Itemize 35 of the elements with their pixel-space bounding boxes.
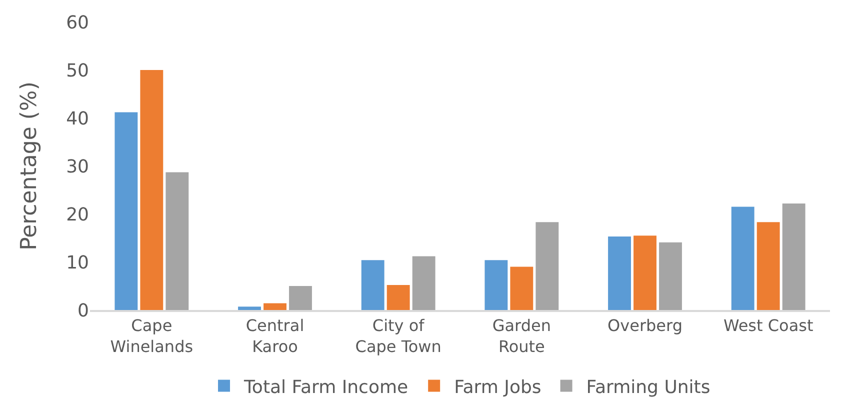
bar — [361, 260, 384, 310]
bar — [289, 286, 312, 310]
bar — [166, 172, 189, 310]
x-tick-label: Overberg — [608, 316, 682, 336]
bar — [756, 222, 780, 310]
y-tick-label: 60 — [66, 12, 89, 34]
bar — [114, 112, 138, 310]
y-tick-label: 40 — [66, 108, 89, 130]
y-tick-label: 0 — [78, 300, 89, 322]
x-tick-label: West Coast — [723, 316, 814, 336]
bar — [484, 260, 508, 310]
y-tick-label: 10 — [66, 252, 89, 274]
x-tick-label: City of Cape Town — [355, 316, 442, 356]
x-tick-label: Garden Route — [492, 316, 551, 356]
x-tick-label: Cape Winelands — [110, 316, 194, 356]
bar — [659, 242, 682, 310]
bar — [238, 306, 261, 310]
bar — [782, 203, 806, 310]
legend-label: Farm Jobs — [454, 376, 542, 398]
y-tick-label: 20 — [66, 204, 89, 226]
bar — [412, 256, 436, 310]
bar — [536, 222, 559, 310]
bar — [264, 303, 286, 310]
y-axis-title: Percentage (%) — [17, 82, 42, 250]
bar — [140, 70, 164, 310]
y-tick-label: 50 — [66, 60, 89, 82]
legend-label: Total Farm Income — [243, 376, 408, 398]
bar — [634, 236, 656, 310]
y-tick-label: 30 — [66, 156, 89, 178]
x-tick-label: Central Karoo — [246, 316, 304, 356]
legend-label: Farming Units — [586, 376, 710, 398]
bar — [386, 285, 410, 310]
bar — [731, 206, 754, 310]
bar — [608, 236, 631, 310]
bar — [510, 266, 534, 310]
